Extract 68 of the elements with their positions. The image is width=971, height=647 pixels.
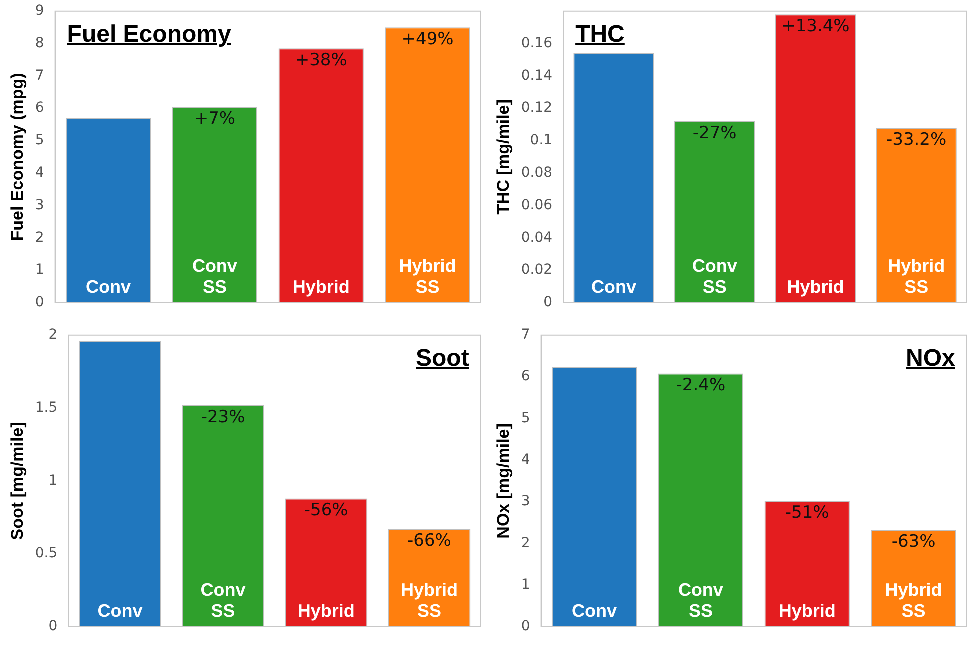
- y-tick-label: 8: [35, 35, 44, 52]
- y-tick-label: 4: [521, 452, 530, 468]
- x-tick-label: Hybrid SS: [888, 256, 946, 297]
- x-tick-label: Conv: [592, 277, 636, 297]
- y-tick-label: 0.08: [521, 165, 553, 182]
- y-tick-label: 7: [521, 327, 530, 344]
- x-tick-label: Conv SS: [692, 256, 738, 297]
- chart-title: NOx: [906, 345, 956, 374]
- annotation: +7%: [194, 108, 236, 129]
- annotation: +13.4%: [782, 16, 850, 37]
- y-tick-label: 6: [521, 368, 530, 385]
- y-tick-label: 6: [35, 100, 44, 116]
- x-tick-label: Conv: [86, 277, 132, 297]
- y-tick-label: 0: [521, 618, 530, 635]
- x-tick-label: Conv SS: [200, 580, 246, 621]
- x-tick-label: Conv: [98, 601, 143, 621]
- y-tick-label: 5: [35, 132, 44, 149]
- chart-title: Soot: [416, 345, 470, 374]
- y-tick-label: 7: [35, 68, 44, 84]
- y-axis-title: Fuel Economy (mpg): [8, 73, 27, 242]
- x-tick-label: Conv SS: [678, 580, 724, 621]
- annotation: -63%: [892, 532, 936, 552]
- y-tick-label: 0: [35, 294, 44, 311]
- y-tick-label: 1: [35, 262, 44, 278]
- annotation: -66%: [407, 531, 452, 552]
- y-axis-title: Soot [mg/mile]: [8, 422, 27, 540]
- y-tick-label: 0: [544, 294, 553, 311]
- y-tick-label: 4: [35, 165, 44, 182]
- chart-title: THC: [576, 21, 625, 50]
- annotation: -23%: [201, 407, 246, 428]
- annotation: -27%: [692, 123, 737, 144]
- y-tick-label: 0.14: [521, 68, 553, 84]
- y-tick-label: 3: [521, 494, 530, 510]
- annotation: -51%: [785, 503, 830, 524]
- y-tick-label: 0.5: [35, 546, 58, 562]
- annotation: +38%: [295, 50, 348, 71]
- annotation: -56%: [304, 500, 348, 521]
- y-tick-label: 5: [521, 410, 530, 426]
- x-tick-label: Conv SS: [192, 256, 238, 297]
- y-tick-label: 0.12: [521, 100, 553, 116]
- y-tick-label: 2: [48, 327, 58, 344]
- y-tick-label: 2: [521, 535, 530, 552]
- y-tick-label: 0.04: [521, 230, 553, 246]
- x-tick-label: Hybrid SS: [885, 580, 942, 621]
- y-tick-label: 0.06: [521, 197, 553, 214]
- y-tick-label: 0.02: [521, 262, 553, 278]
- chart-title: Fuel Economy: [67, 21, 232, 50]
- y-tick-label: 0.16: [521, 35, 553, 52]
- y-tick-label: 9: [35, 3, 44, 20]
- x-tick-label: Hybrid: [298, 601, 355, 621]
- x-tick-label: Hybrid: [787, 277, 844, 297]
- y-tick-label: 0.1: [530, 132, 553, 149]
- y-tick-label: 0: [48, 618, 58, 635]
- x-tick-label: Hybrid: [778, 601, 836, 621]
- x-tick-label: Hybrid SS: [399, 256, 456, 297]
- annotation: -33.2%: [886, 130, 947, 150]
- y-tick-label: 2: [35, 230, 44, 246]
- y-tick-label: 1: [48, 472, 58, 489]
- annotation: -2.4%: [676, 376, 726, 396]
- y-tick-label: 1: [521, 576, 530, 593]
- y-axis-title: THC [mg/mile]: [494, 100, 513, 215]
- x-tick-label: Hybrid SS: [400, 580, 458, 621]
- x-tick-label: Hybrid: [292, 277, 350, 297]
- y-tick-label: 1.5: [35, 400, 58, 416]
- annotation: +49%: [402, 30, 454, 50]
- x-tick-label: Conv: [572, 601, 618, 621]
- y-tick-label: 3: [35, 197, 44, 214]
- y-axis-title: NOx [mg/mile]: [494, 424, 513, 539]
